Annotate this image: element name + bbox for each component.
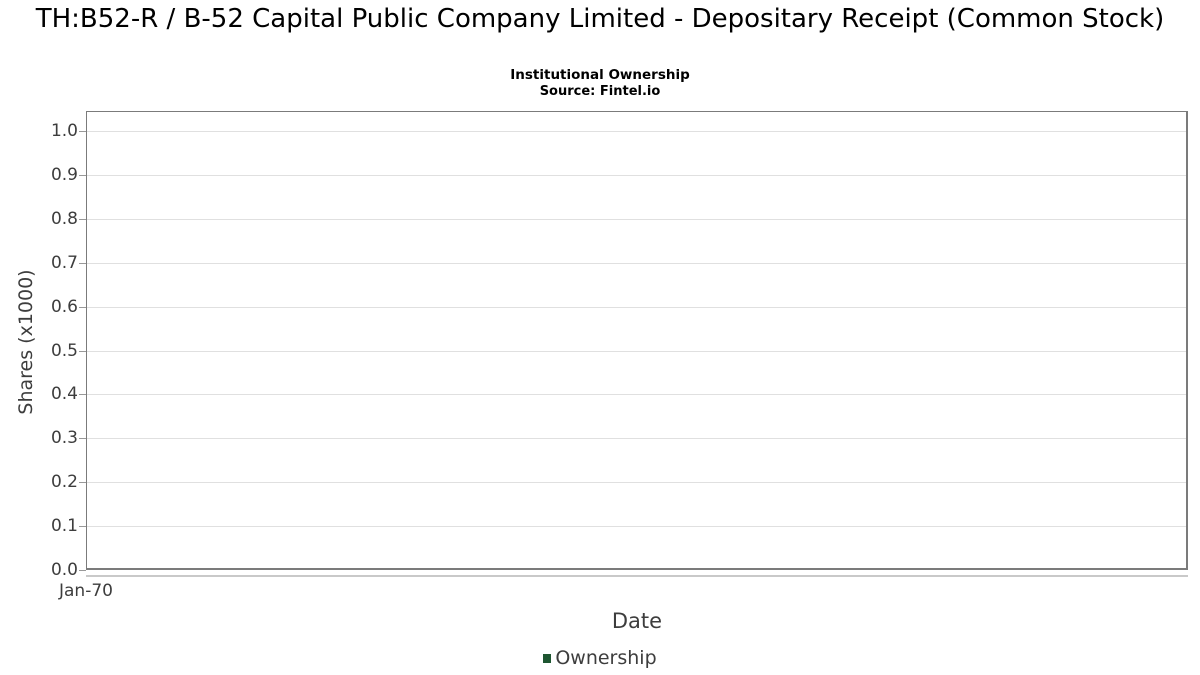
legend-label-ownership: Ownership	[555, 647, 657, 669]
gridline-y-0.7	[87, 263, 1186, 264]
y-tick-label-0.2: 0.2	[50, 472, 78, 492]
x-axis-tick-label: Jan-70	[59, 581, 113, 601]
y-tick-label-0.4: 0.4	[50, 384, 78, 404]
y-tick-label-0.0: 0.0	[50, 560, 78, 580]
chart-source-label: Source: Fintel.io	[539, 84, 661, 99]
y-tick-label-0.6: 0.6	[50, 297, 78, 317]
y-tick-label-0.1: 0.1	[50, 516, 78, 536]
y-tick-mark-0.6	[79, 307, 86, 308]
y-tick-mark-0.4	[79, 394, 86, 395]
gridline-y-0.1	[87, 526, 1186, 527]
legend-swatch-ownership	[543, 653, 552, 663]
gridline-y-0.2	[87, 482, 1186, 483]
x-axis-line	[86, 575, 1188, 577]
chart-title: TH:B52-R / B-52 Capital Public Company L…	[35, 4, 1165, 34]
y-tick-mark-0.2	[79, 482, 86, 483]
y-tick-mark-0.0	[79, 570, 86, 571]
gridline-y-0.5	[87, 351, 1186, 352]
gridline-y-0.6	[87, 307, 1186, 308]
y-tick-label-0.9: 0.9	[50, 165, 78, 185]
plot-area	[86, 111, 1188, 570]
chart-subtitle: Institutional Ownership	[510, 67, 690, 83]
gridline-y-1.0	[87, 131, 1186, 132]
y-tick-mark-0.5	[79, 351, 86, 352]
y-tick-label-1.0: 1.0	[50, 121, 78, 141]
gridline-y-0.4	[87, 394, 1186, 395]
y-tick-label-0.5: 0.5	[50, 341, 78, 361]
y-tick-mark-0.9	[79, 175, 86, 176]
gridline-y-0.8	[87, 219, 1186, 220]
y-tick-label-0.3: 0.3	[50, 428, 78, 448]
x-axis-title: Date	[611, 609, 663, 633]
y-tick-mark-0.1	[79, 526, 86, 527]
legend: Ownership	[0, 646, 1200, 670]
y-tick-mark-0.7	[79, 263, 86, 264]
gridline-y-0.9	[87, 175, 1186, 176]
y-tick-mark-1.0	[79, 131, 86, 132]
gridline-y-0.3	[87, 438, 1186, 439]
y-tick-mark-0.3	[79, 438, 86, 439]
y-tick-label-0.7: 0.7	[50, 253, 78, 273]
y-tick-label-0.8: 0.8	[50, 209, 78, 229]
y-tick-mark-0.8	[79, 219, 86, 220]
